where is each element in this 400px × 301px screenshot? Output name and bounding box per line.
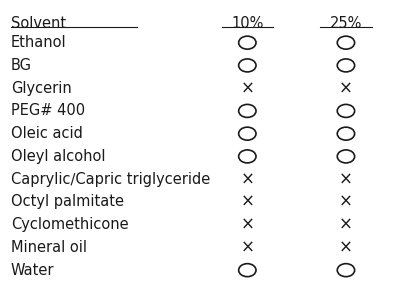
- Text: ×: ×: [339, 193, 353, 211]
- Text: Octyl palmitate: Octyl palmitate: [11, 194, 124, 209]
- Text: Glycerin: Glycerin: [11, 81, 72, 96]
- Text: ×: ×: [240, 79, 254, 97]
- Text: ×: ×: [339, 170, 353, 188]
- Text: ×: ×: [240, 216, 254, 234]
- Text: Cyclomethicone: Cyclomethicone: [11, 217, 128, 232]
- Text: 25%: 25%: [330, 16, 362, 31]
- Text: ×: ×: [339, 238, 353, 256]
- Text: BG: BG: [11, 58, 32, 73]
- Text: ×: ×: [240, 238, 254, 256]
- Text: PEG# 400: PEG# 400: [11, 104, 85, 118]
- Text: Solvent: Solvent: [11, 16, 66, 31]
- Text: Water: Water: [11, 263, 54, 278]
- Text: ×: ×: [240, 170, 254, 188]
- Text: Ethanol: Ethanol: [11, 35, 66, 50]
- Text: ×: ×: [240, 193, 254, 211]
- Text: Oleic acid: Oleic acid: [11, 126, 82, 141]
- Text: Mineral oil: Mineral oil: [11, 240, 87, 255]
- Text: ×: ×: [339, 79, 353, 97]
- Text: ×: ×: [339, 216, 353, 234]
- Text: Oleyl alcohol: Oleyl alcohol: [11, 149, 105, 164]
- Text: Caprylic∕Capric triglyceride: Caprylic∕Capric triglyceride: [11, 172, 210, 187]
- Text: 10%: 10%: [231, 16, 264, 31]
